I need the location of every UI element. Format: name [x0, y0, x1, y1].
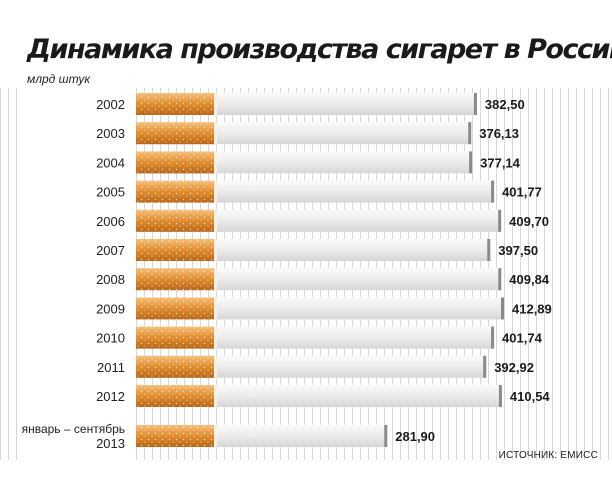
bar-paper	[136, 268, 502, 291]
bar-paper	[136, 297, 504, 320]
bar-end-mark	[487, 239, 491, 261]
bar-filter-seam	[214, 326, 217, 349]
bar-filter-seam	[214, 93, 217, 115]
category-label: 2011	[97, 360, 125, 375]
category-label: 2004	[96, 155, 125, 170]
bar-end-mark	[491, 326, 495, 349]
category-label: 2003	[96, 126, 125, 141]
cigarette-bar	[136, 151, 473, 174]
bar-filter-speckle	[136, 425, 216, 447]
bar-filter-speckle	[136, 326, 216, 349]
bar-end-mark	[498, 209, 502, 232]
category-label: 2009	[96, 301, 125, 316]
bar-paper	[136, 151, 473, 174]
bar-filter-speckle	[136, 355, 216, 378]
bar-filter-speckle	[136, 385, 216, 407]
cigarette-bar	[136, 355, 487, 378]
bar-filter-seam	[214, 122, 217, 145]
bar-end-mark	[468, 122, 472, 145]
category-label: 2002	[96, 97, 125, 112]
bar-filter-seam	[214, 355, 217, 378]
value-label: 376,13	[479, 126, 519, 141]
cigarette-bar	[136, 297, 504, 320]
bar-filter-seam	[214, 385, 217, 407]
source-note: ИСТОЧНИК: ЕМИСС	[498, 450, 598, 461]
bar-end-mark	[501, 297, 504, 320]
cigarette-bar	[136, 268, 502, 291]
cigarette-bar	[136, 326, 495, 349]
bar-filter-speckle	[136, 297, 216, 320]
bar-paper	[136, 355, 487, 378]
cigarette-bar	[136, 122, 472, 145]
bar-end-mark	[483, 355, 487, 378]
value-label: 382,50	[485, 97, 525, 112]
bar-filter-speckle	[136, 151, 216, 174]
bar-paper	[136, 326, 495, 349]
bar-filter-speckle	[136, 209, 216, 232]
cigarette-bar	[136, 180, 495, 203]
category-label: январь – сентябрь	[22, 422, 125, 436]
category-label: 2007	[96, 243, 125, 258]
bar-filter-speckle	[136, 93, 216, 115]
cigarette-bar	[136, 93, 477, 115]
bar-end-mark	[384, 425, 388, 447]
value-label: 409,84	[509, 272, 550, 287]
category-label: 2005	[96, 185, 125, 200]
bar-end-mark	[491, 180, 495, 203]
bar-filter-speckle	[136, 239, 216, 261]
bar-end-mark	[473, 93, 477, 115]
cigarette-bar	[136, 385, 502, 407]
value-label: 401,77	[502, 185, 542, 200]
value-label: 412,89	[512, 301, 552, 316]
bar-filter-seam	[214, 151, 217, 174]
value-label: 409,70	[509, 214, 549, 229]
bar-paper	[136, 385, 502, 407]
bar-filter-seam	[214, 239, 217, 261]
bar-filter-speckle	[136, 122, 216, 145]
category-label: 2008	[96, 272, 125, 287]
value-label: 392,92	[494, 360, 534, 375]
bar-filter-seam	[214, 180, 217, 203]
bar-filter-speckle	[136, 268, 216, 291]
category-label: 2010	[96, 331, 125, 346]
bar-paper	[136, 93, 477, 115]
value-label: 410,54	[510, 389, 551, 404]
cigarette-bar	[136, 209, 502, 232]
chart-title: Динамика производства сигарет в России	[27, 34, 612, 65]
category-label: 2013	[96, 436, 125, 451]
chart-subtitle: млрд штук	[27, 72, 90, 86]
bar-paper	[136, 209, 502, 232]
bar-filter-seam	[214, 209, 217, 232]
cigarette-bar	[136, 239, 491, 261]
bar-paper	[136, 180, 495, 203]
bar-filter-seam	[214, 268, 217, 291]
cigarette-bar	[136, 425, 388, 447]
category-label: 2012	[96, 389, 125, 404]
value-label: 377,14	[480, 155, 521, 170]
value-label: 281,90	[395, 429, 435, 444]
footer-area	[0, 460, 612, 480]
bar-end-mark	[469, 151, 473, 174]
category-label: 2006	[96, 214, 125, 229]
bar-end-mark	[498, 385, 502, 407]
bar-filter-speckle	[136, 180, 216, 203]
bar-filter-seam	[214, 425, 217, 447]
bar-paper	[136, 122, 472, 145]
bar-filter-seam	[214, 297, 217, 320]
bar-end-mark	[498, 268, 502, 291]
value-label: 401,74	[502, 331, 543, 346]
title-block: Динамика производства сигарет в России м…	[0, 18, 612, 88]
value-label: 397,50	[498, 243, 538, 258]
label-column	[22, 88, 130, 460]
bar-paper	[136, 239, 491, 261]
